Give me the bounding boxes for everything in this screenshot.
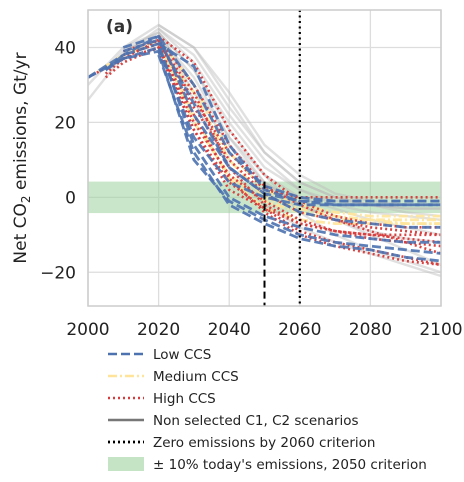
series-line xyxy=(88,27,441,221)
legend-item: Zero emissions by 2060 criterion xyxy=(108,435,375,451)
x-tick-label: 2000 xyxy=(66,320,109,340)
legend-item: Low CCS xyxy=(108,347,211,363)
y-tick-label: 40 xyxy=(54,38,76,58)
x-tick-labels: 2000 2020 2040 2060 2080 2100 xyxy=(66,320,462,340)
series-line xyxy=(122,31,441,210)
legend-swatch xyxy=(108,457,144,471)
y-axis-label: Net CO2 emissions, Gt/yr xyxy=(11,52,33,263)
legend-label: Zero emissions by 2060 criterion xyxy=(153,435,375,451)
x-tick-label: 2020 xyxy=(137,320,180,340)
legend-item: Non selected C1, C2 scenarios xyxy=(108,413,359,429)
series-line xyxy=(157,46,441,267)
legend-label: ± 10% today's emissions, 2050 criterion xyxy=(153,457,427,473)
series-line xyxy=(122,38,441,229)
x-tick-label: 2040 xyxy=(208,320,251,340)
series-line xyxy=(122,34,441,203)
y-tick-label: 0 xyxy=(65,188,76,208)
x-tick-label: 2080 xyxy=(349,320,392,340)
y-tick-label: −20 xyxy=(40,263,76,283)
y-axis-label-subscript: 2 xyxy=(19,195,33,203)
y-axis-label-prefix: Net CO xyxy=(11,203,31,264)
legend-label: Medium CCS xyxy=(153,369,239,385)
y-tick-labels: −20 0 20 40 xyxy=(40,38,76,283)
series-line xyxy=(104,31,441,236)
plot-area xyxy=(88,10,441,306)
series-line xyxy=(157,42,441,207)
series-line xyxy=(104,42,441,244)
series-line xyxy=(104,46,441,244)
plot-frame xyxy=(87,9,442,307)
x-tick-label: 2100 xyxy=(419,320,462,340)
series-lines xyxy=(88,23,441,278)
y-axis-label-suffix: emissions, Gt/yr xyxy=(11,52,31,195)
x-tick-label: 2060 xyxy=(278,320,321,340)
legend-item: Medium CCS xyxy=(108,369,239,385)
series-line xyxy=(157,54,441,263)
legend-label: Non selected C1, C2 scenarios xyxy=(153,413,359,429)
panel-label: (a) xyxy=(106,17,133,37)
legend-item: ± 10% today's emissions, 2050 criterion xyxy=(108,457,427,473)
legend: Low CCS Medium CCS High CCS Non selected C1… xyxy=(108,347,427,473)
legend-item: High CCS xyxy=(108,391,216,407)
y-tick-label: 20 xyxy=(54,113,76,133)
legend-label: Low CCS xyxy=(153,347,211,363)
legend-label: High CCS xyxy=(153,391,216,407)
